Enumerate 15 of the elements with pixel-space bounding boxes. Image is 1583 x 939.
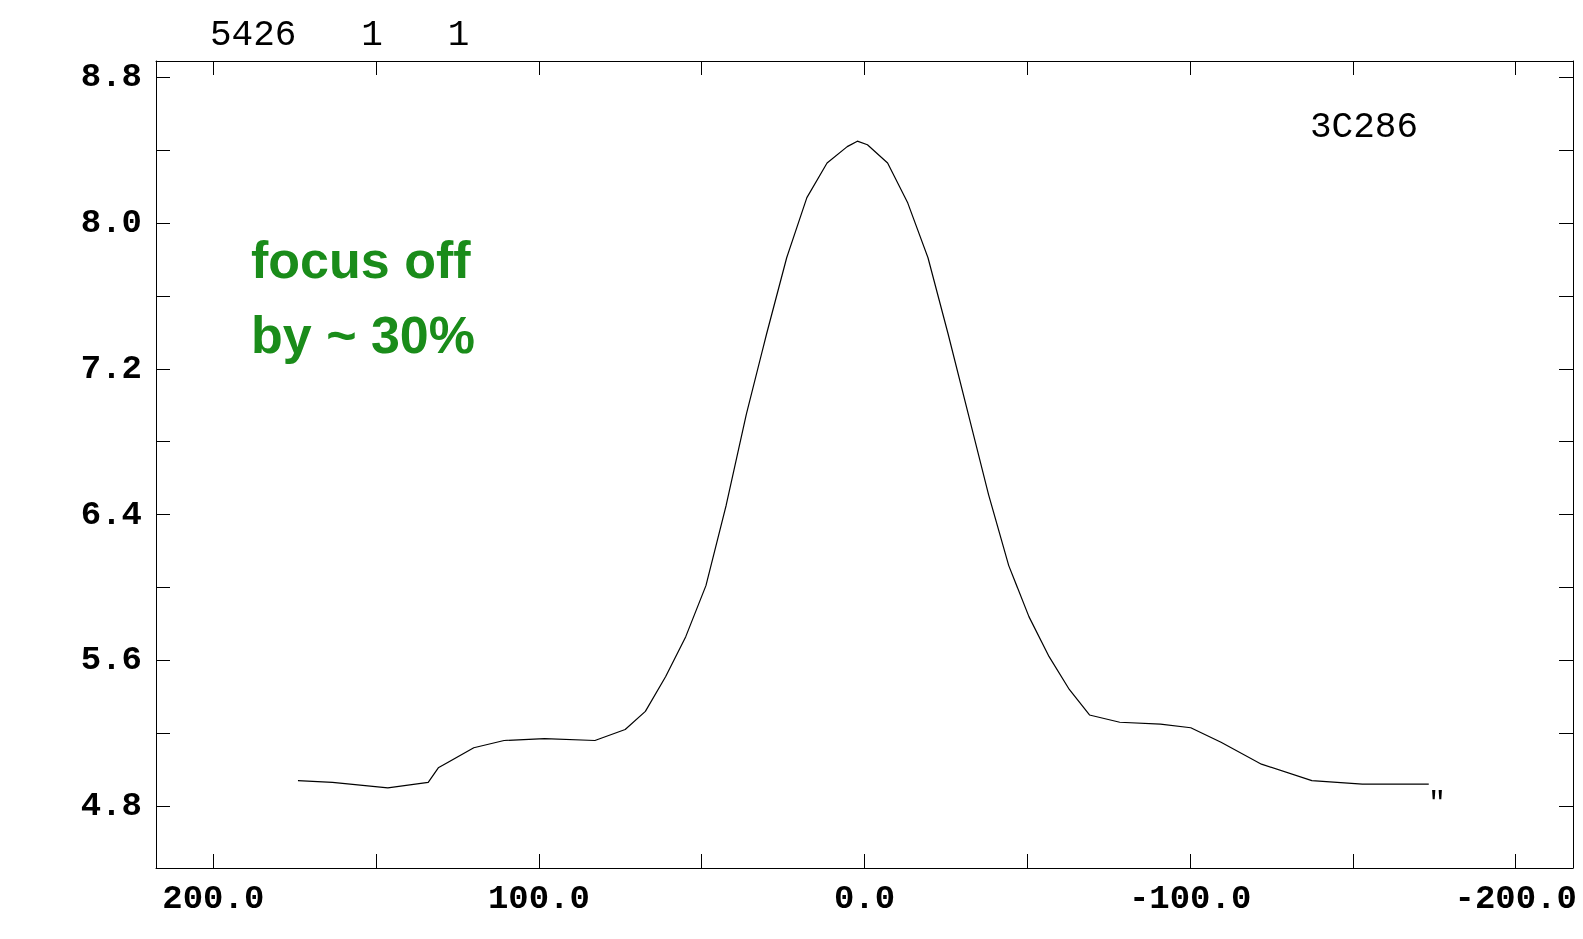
y-tick-label: 8.8 bbox=[80, 58, 142, 97]
x-tick-label: 100.0 bbox=[487, 880, 590, 918]
x-tick-label: -200.0 bbox=[1454, 880, 1577, 918]
annotation: " bbox=[1428, 787, 1447, 821]
x-tick-label: 200.0 bbox=[162, 880, 265, 918]
x-tick-label: -100.0 bbox=[1128, 880, 1252, 918]
y-tick-label: 7.2 bbox=[80, 349, 142, 388]
x-tick-label: 0.0 bbox=[833, 880, 896, 918]
annotation: 3C286 bbox=[1309, 107, 1419, 149]
y-tick-label: 4.8 bbox=[80, 787, 142, 826]
text: 5426 1 1 bbox=[210, 15, 470, 57]
annotation: focus off by ~ 30% bbox=[251, 230, 476, 365]
y-tick-label: 5.6 bbox=[80, 641, 142, 680]
y-tick-label: 6.4 bbox=[80, 495, 142, 534]
y-tick-label: 8.0 bbox=[80, 204, 142, 243]
